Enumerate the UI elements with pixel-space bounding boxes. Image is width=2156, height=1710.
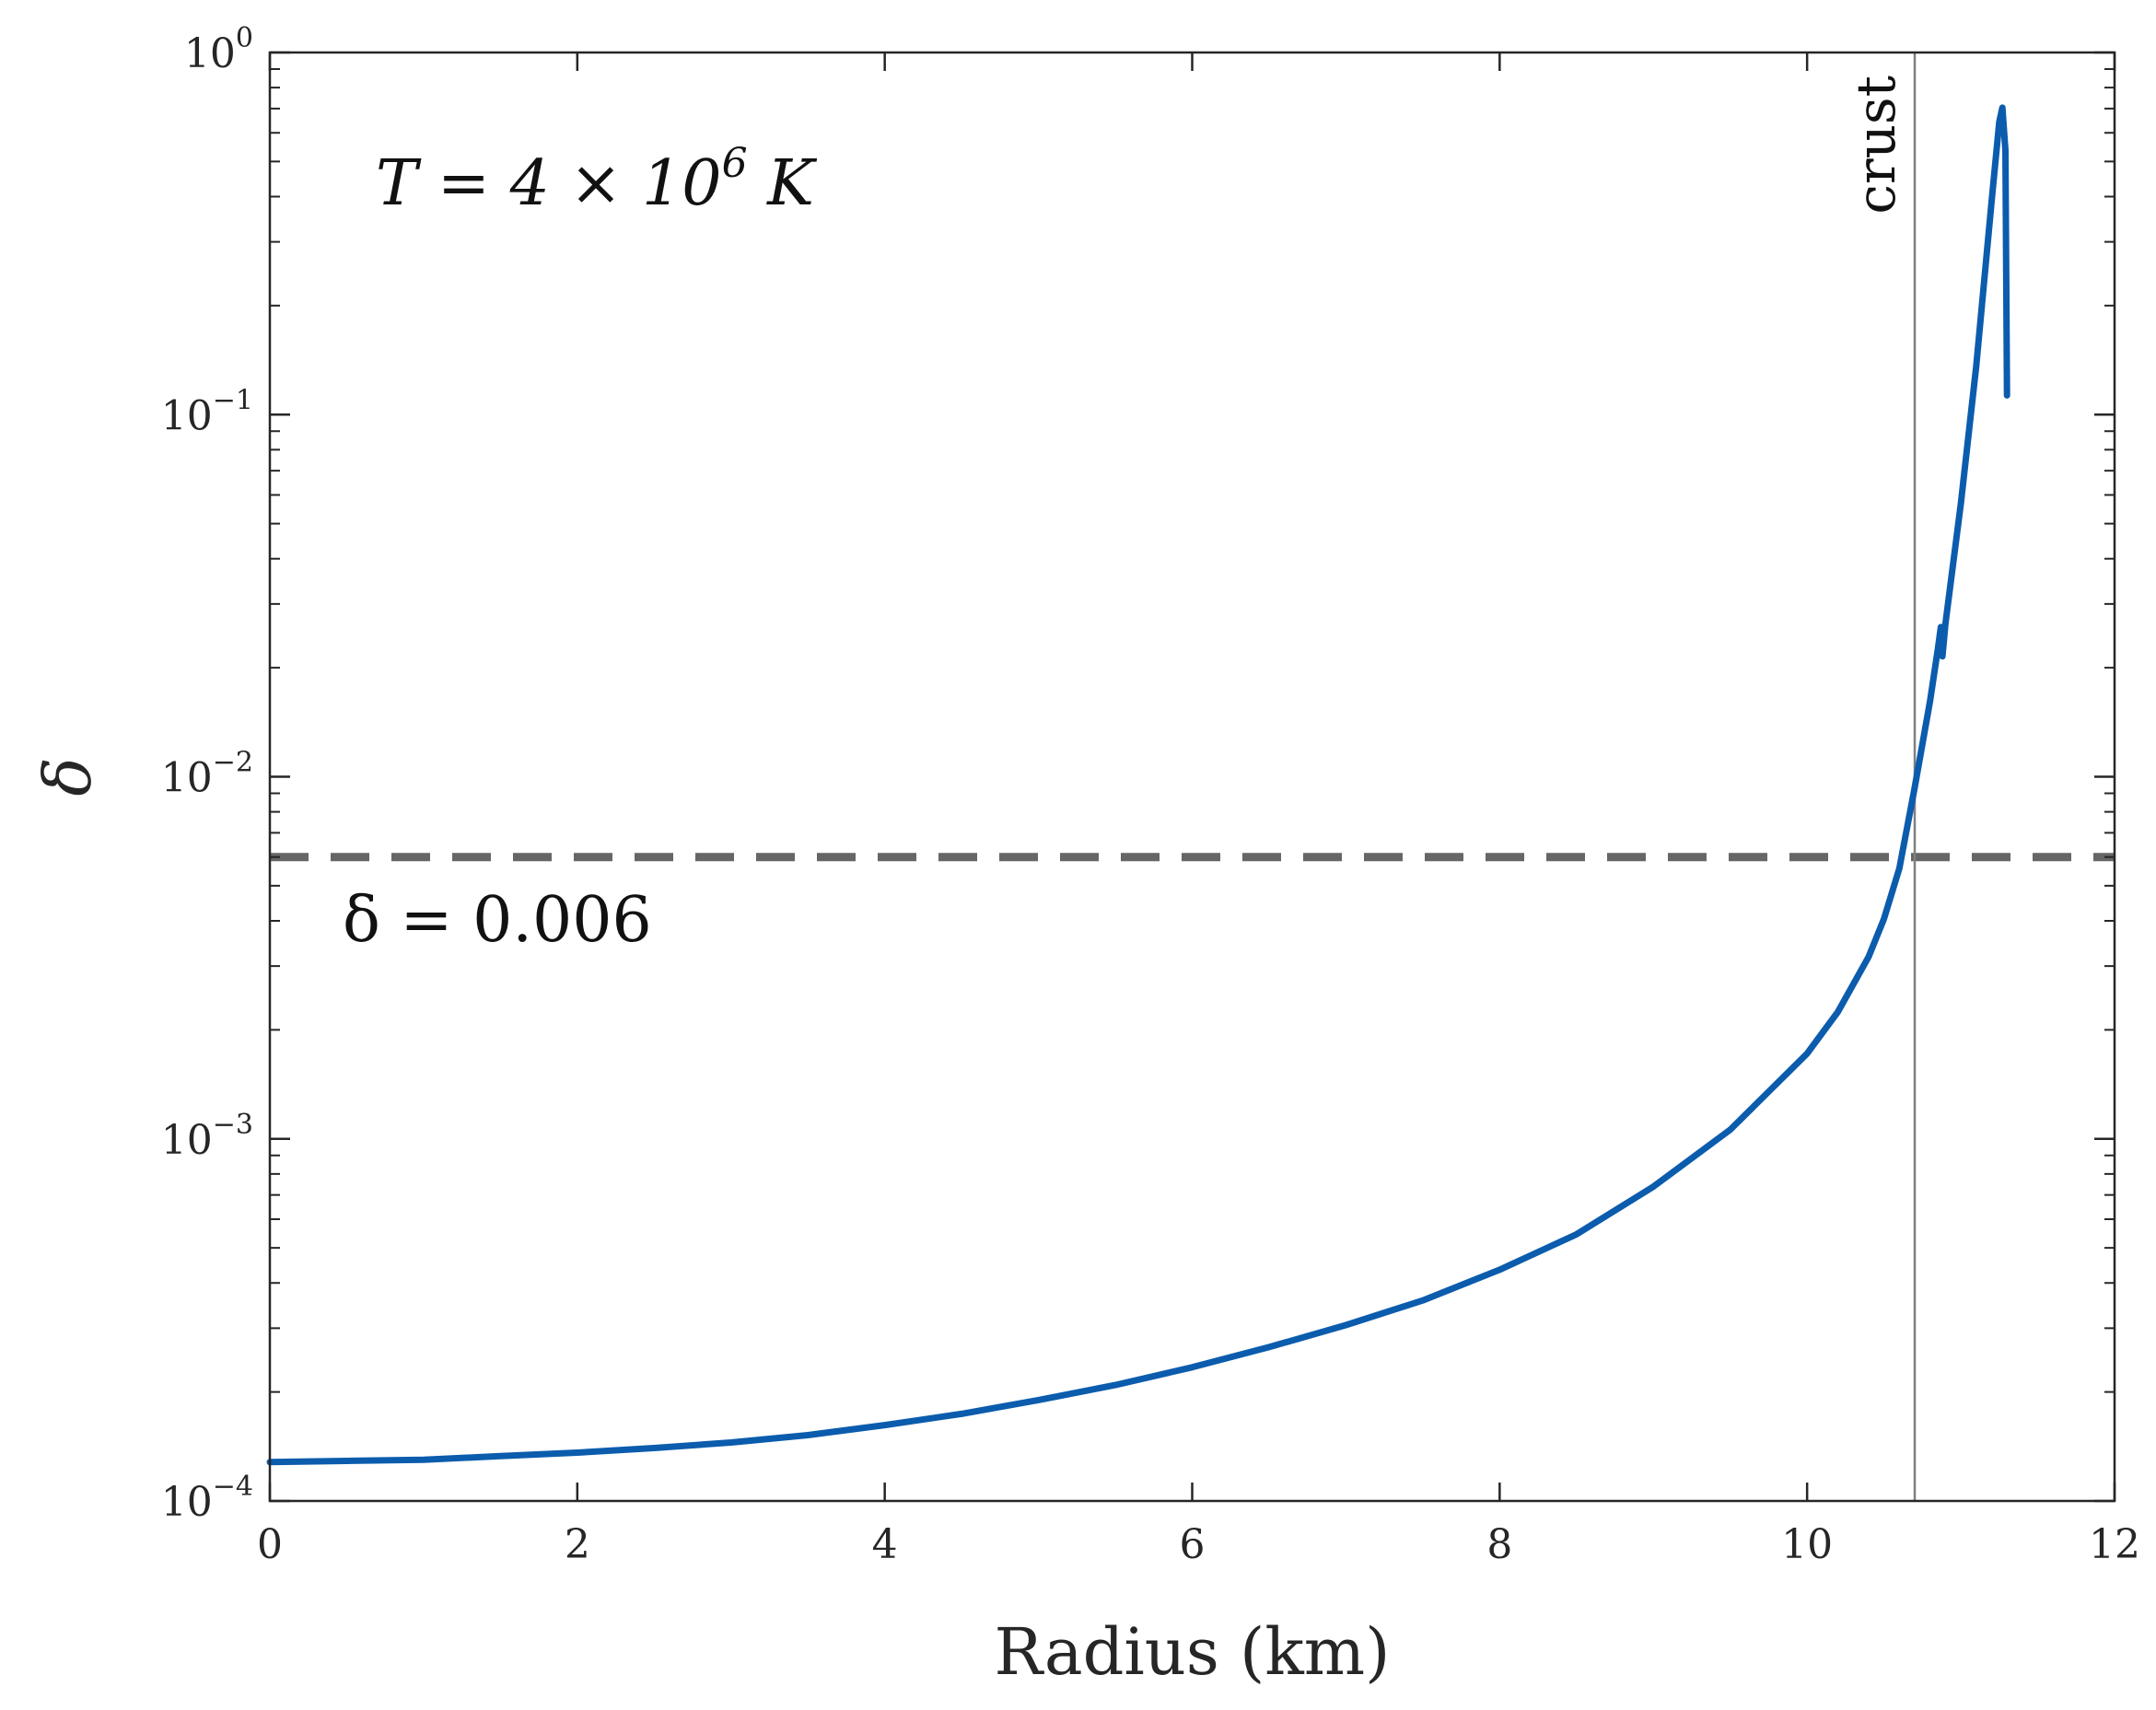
x-axis-title: Radius (km) xyxy=(995,1614,1391,1690)
y-tick-label: 10−2 xyxy=(161,747,253,802)
series-line xyxy=(266,104,2010,1466)
threshold-label: δ = 0.006 xyxy=(343,884,652,957)
y-axis-title: δ xyxy=(30,757,106,796)
crust-label: crust xyxy=(1845,76,1907,215)
y-tick-label: 100 xyxy=(184,22,253,77)
x-tick-label: 12 xyxy=(2089,1521,2140,1568)
axes-box xyxy=(268,51,2116,1503)
x-tick-label: 4 xyxy=(872,1521,898,1568)
x-tick-label: 6 xyxy=(1180,1521,1206,1568)
text-layer: 0 2 4 6 8 10 12 10−4 10−3 10−2 10−1 100 Radius (km) δ… xyxy=(30,22,2140,1690)
x-tick-label: 10 xyxy=(1781,1521,1833,1568)
x-tick-label: 0 xyxy=(257,1521,283,1568)
x-tick-label: 2 xyxy=(565,1521,590,1568)
y-tick-label: 10−4 xyxy=(161,1471,253,1526)
temperature-annotation: T = 4 × 106 K xyxy=(376,140,818,220)
plot-layer xyxy=(266,52,2115,1501)
axes-layer xyxy=(268,51,2116,1503)
y-tick-label: 10−1 xyxy=(161,384,253,439)
y-tick-label: 10−3 xyxy=(161,1109,253,1164)
x-tick-label: 8 xyxy=(1486,1521,1512,1568)
